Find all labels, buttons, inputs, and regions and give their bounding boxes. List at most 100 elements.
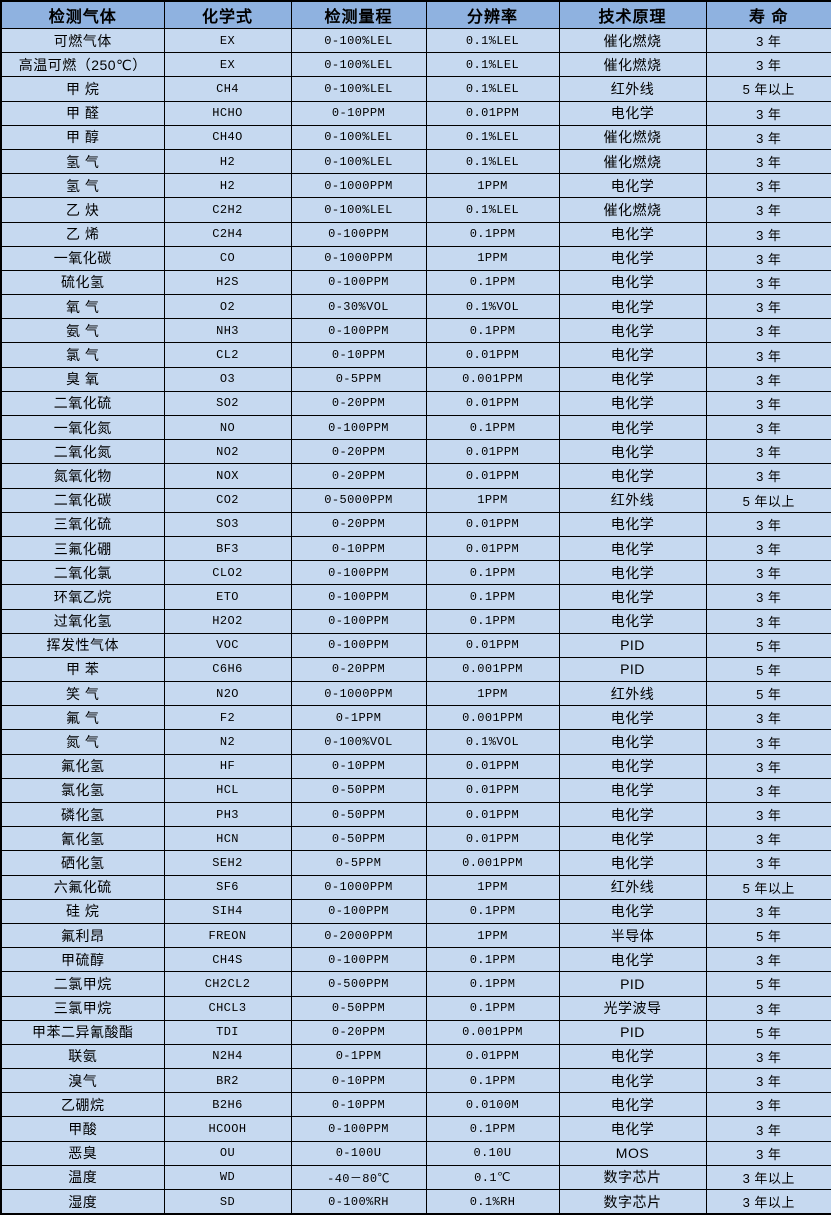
- table-row: 六氟化硫 SF6 0-1000PPM 1PPM 红外线 5 年以上: [0, 874, 831, 900]
- cell-gas: 硅 烷: [0, 898, 165, 924]
- cell-principle: 催化燃烧: [558, 148, 707, 175]
- cell-gas: 氧 气: [0, 294, 165, 320]
- cell-principle: 电化学: [558, 584, 707, 610]
- cell-resolution: 0.01PPM: [425, 439, 560, 465]
- cell-range: 0-10PPM: [290, 100, 427, 126]
- cell-range: 0-100%VOL: [290, 729, 427, 755]
- cell-range: 0-10PPM: [290, 1092, 427, 1118]
- cell-principle: 电化学: [558, 221, 707, 247]
- cell-gas: 三氟化硼: [0, 535, 165, 562]
- cell-principle: 电化学: [558, 269, 707, 296]
- column-header-gas: 检测气体: [0, 0, 165, 29]
- cell-principle: 催化燃烧: [558, 52, 707, 78]
- table-row: 联氨 N2H4 0-1PPM 0.01PPM 电化学 3 年: [0, 1043, 831, 1070]
- cell-gas: 湿度: [0, 1189, 165, 1215]
- cell-principle: PID: [558, 656, 707, 683]
- cell-gas: 三氯甲烷: [0, 995, 165, 1021]
- cell-principle: 半导体: [558, 922, 707, 949]
- cell-principle: 电化学: [558, 535, 707, 562]
- cell-resolution: 0.1%LEL: [425, 27, 560, 54]
- cell-gas: 甲 烷: [0, 76, 165, 102]
- cell-resolution: 1PPM: [425, 922, 560, 949]
- cell-resolution: 0.01PPM: [425, 1043, 560, 1070]
- cell-gas: 磷化氢: [0, 801, 165, 828]
- cell-formula: SO2: [163, 390, 292, 417]
- cell-formula: BR2: [163, 1068, 292, 1094]
- table-row: 一氧化氮 NO 0-100PPM 0.1PPM 电化学 3 年: [0, 414, 831, 441]
- cell-resolution: 0.01PPM: [425, 342, 560, 368]
- cell-range: 0-30%VOL: [290, 294, 427, 320]
- table-row: 乙硼烷 B2H6 0-10PPM 0.0100M 电化学 3 年: [0, 1092, 831, 1118]
- cell-formula: C6H6: [163, 656, 292, 683]
- cell-range: 0-100PPM: [290, 318, 427, 344]
- table-row: 磷化氢 PH3 0-50PPM 0.01PPM 电化学 3 年: [0, 801, 831, 828]
- cell-life: 5 年: [705, 922, 831, 949]
- cell-principle: 电化学: [558, 729, 707, 755]
- cell-principle: 光学波导: [558, 995, 707, 1021]
- cell-principle: 电化学: [558, 826, 707, 852]
- cell-resolution: 0.1%LEL: [425, 148, 560, 175]
- table-row: 硒化氢 SEH2 0-5PPM 0.001PPM 电化学 3 年: [0, 850, 831, 876]
- cell-resolution: 0.01PPM: [425, 535, 560, 562]
- cell-life: 3 年: [705, 245, 831, 271]
- cell-range: 0-100%RH: [290, 1189, 427, 1215]
- cell-resolution: 0.1%LEL: [425, 124, 560, 150]
- cell-range: 0-20PPM: [290, 656, 427, 683]
- cell-principle: 电化学: [558, 414, 707, 441]
- cell-formula: OU: [163, 1140, 292, 1166]
- cell-gas: 乙 炔: [0, 197, 165, 223]
- table-row: 氟化氢 HF 0-10PPM 0.01PPM 电化学 3 年: [0, 753, 831, 779]
- cell-life: 3 年: [705, 1043, 831, 1070]
- cell-life: 3 年: [705, 100, 831, 126]
- table-header-row: 检测气体 化学式 检测量程 分辨率 技术原理 寿 命: [0, 0, 831, 29]
- cell-gas: 挥发性气体: [0, 632, 165, 658]
- cell-range: 0-10PPM: [290, 342, 427, 368]
- cell-principle: 电化学: [558, 608, 707, 634]
- table-row: 氯 气 CL2 0-10PPM 0.01PPM 电化学 3 年: [0, 342, 831, 368]
- cell-life: 3 年: [705, 898, 831, 924]
- cell-principle: 电化学: [558, 1116, 707, 1142]
- cell-principle: 电化学: [558, 1068, 707, 1094]
- cell-life: 5 年: [705, 1019, 831, 1045]
- cell-range: 0-10PPM: [290, 535, 427, 562]
- cell-gas: 恶臭: [0, 1140, 165, 1166]
- table-row: 湿度 SD 0-100%RH 0.1%RH 数字芯片 3 年以上: [0, 1189, 831, 1215]
- table-row: 氨 气 NH3 0-100PPM 0.1PPM 电化学 3 年: [0, 318, 831, 344]
- cell-life: 3 年: [705, 269, 831, 296]
- table-row: 甲 烷 CH4 0-100%LEL 0.1%LEL 红外线 5 年以上: [0, 76, 831, 102]
- table-row: 乙 炔 C2H2 0-100%LEL 0.1%LEL 催化燃烧 3 年: [0, 197, 831, 223]
- table-row: 氮氧化物 NOX 0-20PPM 0.01PPM 电化学 3 年: [0, 463, 831, 489]
- cell-principle: 电化学: [558, 705, 707, 731]
- table-row: 氢 气 H2 0-1000PPM 1PPM 电化学 3 年: [0, 173, 831, 199]
- cell-range: 0-100PPM: [290, 221, 427, 247]
- cell-resolution: 0.1PPM: [425, 1116, 560, 1142]
- cell-principle: 红外线: [558, 76, 707, 102]
- cell-resolution: 0.001PPM: [425, 366, 560, 392]
- cell-life: 3 年以上: [705, 1164, 831, 1191]
- cell-gas: 甲 醛: [0, 100, 165, 126]
- cell-resolution: 1PPM: [425, 245, 560, 271]
- table-row: 笑 气 N2O 0-1000PPM 1PPM 红外线 5 年: [0, 681, 831, 707]
- table-row: 硫化氢 H2S 0-100PPM 0.1PPM 电化学 3 年: [0, 269, 831, 296]
- cell-range: 0-500PPM: [290, 971, 427, 997]
- table-row: 氢 气 H2 0-100%LEL 0.1%LEL 催化燃烧 3 年: [0, 148, 831, 175]
- cell-range: 0-100PPM: [290, 898, 427, 924]
- table-row: 氯化氢 HCL 0-50PPM 0.01PPM 电化学 3 年: [0, 777, 831, 804]
- cell-gas: 二氧化氯: [0, 560, 165, 586]
- cell-gas: 二氯甲烷: [0, 971, 165, 997]
- cell-gas: 联氨: [0, 1043, 165, 1070]
- table-row: 温度 WD -40－80℃ 0.1℃ 数字芯片 3 年以上: [0, 1164, 831, 1191]
- cell-principle: 红外线: [558, 681, 707, 707]
- cell-gas: 乙 烯: [0, 221, 165, 247]
- cell-gas: 笑 气: [0, 681, 165, 707]
- cell-principle: 电化学: [558, 342, 707, 368]
- cell-formula: C2H2: [163, 197, 292, 223]
- cell-range: 0-20PPM: [290, 463, 427, 489]
- cell-range: 0-100PPM: [290, 632, 427, 658]
- cell-resolution: 1PPM: [425, 681, 560, 707]
- table-row: 三氟化硼 BF3 0-10PPM 0.01PPM 电化学 3 年: [0, 535, 831, 562]
- cell-principle: 电化学: [558, 898, 707, 924]
- cell-range: 0-100PPM: [290, 584, 427, 610]
- cell-range: 0-20PPM: [290, 511, 427, 537]
- cell-principle: 数字芯片: [558, 1189, 707, 1215]
